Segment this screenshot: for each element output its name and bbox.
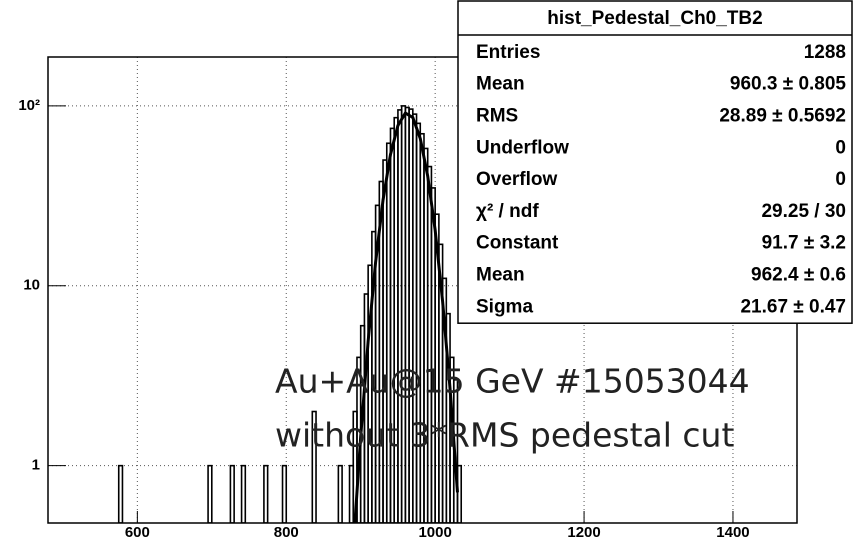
fit (353, 111, 459, 523)
stats-label: Entries (476, 42, 540, 63)
stats-value: 91.7 ± 3.2 (762, 233, 846, 254)
stats-label: RMS (476, 106, 518, 127)
stats-label: Mean (476, 265, 525, 286)
stats-box: hist_Pedestal_Ch0_TB2 Entries 1288 Mean 960.… (457, 0, 853, 324)
fit-curve (353, 111, 459, 523)
stats-label: Mean (476, 74, 525, 95)
stats-value: 29.25 / 30 (761, 201, 846, 222)
stats-value: 28.89 ± 0.5692 (719, 106, 846, 127)
x-tick-label: 800 (274, 524, 299, 541)
y-tick-label: 10 (23, 277, 40, 294)
x-tick-label: 1000 (418, 524, 451, 541)
stats-value: 962.4 ± 0.6 (751, 265, 846, 286)
y-tick-label: 1 (32, 457, 40, 474)
stats-label: Constant (476, 233, 559, 254)
stats-value: 0 (835, 137, 846, 158)
stats-label: Overflow (476, 169, 558, 190)
annotation: Au+Au@15 GeV #15053044 (275, 362, 750, 401)
stats-title: hist_Pedestal_Ch0_TB2 (547, 8, 762, 29)
x-tick-label: 1200 (567, 524, 600, 541)
stats-label: Underflow (476, 137, 569, 158)
stats-value: 0 (835, 169, 846, 190)
stats-value: 1288 (804, 42, 846, 63)
x-tick-label: 600 (125, 524, 150, 541)
axes: 600 800 1000 1200 1400 1 10 10² (18, 97, 749, 541)
stats-value: 960.3 ± 0.805 (730, 74, 847, 95)
stats-label: Sigma (476, 296, 533, 317)
stats-label: χ² / ndf (476, 201, 539, 222)
stats-frame (457, 0, 853, 324)
stats-value: 21.67 ± 0.47 (740, 296, 846, 317)
y-tick-label: 10² (18, 97, 40, 114)
annotation: without 3*RMS pedestal cut (275, 416, 734, 455)
x-tick-label: 1400 (716, 524, 749, 541)
